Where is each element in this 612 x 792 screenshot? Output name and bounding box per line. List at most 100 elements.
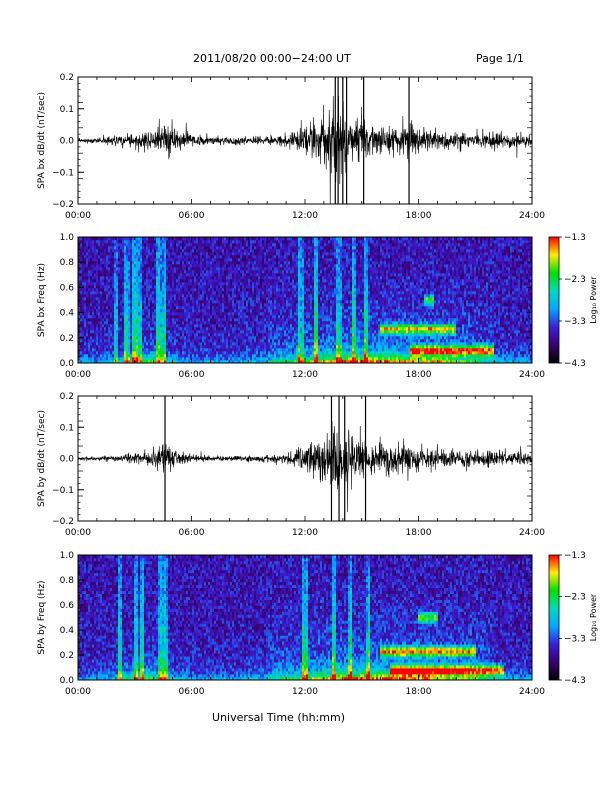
spectrogram-cell (124, 354, 127, 358)
spectrogram-cell (186, 336, 189, 340)
spectrogram-cell (84, 312, 87, 316)
spectrogram-cell (290, 285, 293, 289)
spectrogram-cell (84, 327, 87, 331)
spectrogram-cell (222, 240, 225, 244)
spectrogram-cell (96, 306, 99, 310)
spectrogram-cell (128, 357, 131, 361)
spectrogram-cell (78, 249, 81, 253)
spectrogram-cell (124, 285, 127, 289)
spectrogram-cell (190, 285, 193, 289)
spectrogram-cell (138, 327, 141, 331)
spectrogram-cell (270, 318, 273, 322)
spectrogram-cell (308, 336, 311, 340)
spectrogram-cell (226, 348, 229, 352)
spectrogram-cell (268, 300, 271, 304)
spectrogram-cell (164, 252, 167, 256)
spectrogram-cell (108, 309, 111, 313)
spectrogram-cell (160, 243, 163, 247)
spectrogram-cell (184, 240, 187, 244)
spectrogram-cell (272, 264, 275, 268)
spectrogram-cell (164, 333, 167, 337)
spectrogram-cell (84, 357, 87, 361)
spectrogram-cell (172, 351, 175, 355)
spectrogram-cell (294, 327, 297, 331)
spectrogram-cell (294, 282, 297, 286)
spectrogram-cell (190, 303, 193, 307)
spectrogram-cell (214, 246, 217, 250)
spectrogram-cell (236, 309, 239, 313)
spectrogram-cell (194, 357, 197, 361)
spectrogram-cell (86, 249, 89, 253)
spectrogram-cell (106, 312, 109, 316)
spectrogram-cell (132, 270, 135, 274)
y-tick-label: 0.1 (60, 105, 74, 115)
spectrogram-cell (126, 294, 129, 298)
spectrogram-cell (278, 354, 281, 358)
spectrogram-cell (222, 300, 225, 304)
spectrogram-cell (224, 357, 227, 361)
spectrogram-cell (166, 303, 169, 307)
spectrogram-cell (270, 324, 273, 328)
spectrogram-cell (188, 240, 191, 244)
spectrogram-cell (306, 246, 309, 250)
spectrogram-cell (196, 354, 199, 358)
spectrogram-cell (88, 306, 91, 310)
spectrogram-cell (256, 327, 259, 331)
spectrogram-cell (122, 249, 125, 253)
spectrogram-cell (236, 351, 239, 355)
spectrogram-cell (228, 264, 231, 268)
spectrogram-cell (298, 306, 301, 310)
spectrogram-cell (238, 330, 241, 334)
spectrogram-cell (182, 312, 185, 316)
spectrogram-cell (248, 258, 251, 262)
spectrogram-cell (236, 264, 239, 268)
spectrogram-cell (106, 297, 109, 301)
spectrogram-cell (278, 327, 281, 331)
spectrogram-cell (276, 270, 279, 274)
spectrogram-cell (308, 267, 311, 271)
spectrogram-cell (204, 282, 207, 286)
spectrogram-cell (238, 318, 241, 322)
spectrogram-cell (106, 246, 109, 250)
spectrogram-cell (300, 273, 303, 277)
spectrogram-cell (104, 270, 107, 274)
spectrogram-cell (148, 243, 151, 247)
spectrogram-cell (122, 336, 125, 340)
spectrogram-cell (174, 354, 177, 358)
spectrogram-cell (136, 327, 139, 331)
spectrogram-cell (264, 270, 267, 274)
spectrogram-cell (230, 270, 233, 274)
spectrogram-cell (116, 291, 119, 295)
spectrogram-cell (294, 291, 297, 295)
spectrogram-cell (220, 327, 223, 331)
spectrogram-cell (182, 357, 185, 361)
spectrogram-cell (104, 252, 107, 256)
spectrogram-cell (86, 324, 89, 328)
spectrogram-cell (222, 276, 225, 280)
spectrogram-cell (236, 345, 239, 349)
spectrogram-cell (192, 270, 195, 274)
spectrogram-cell (264, 321, 267, 325)
spectrogram-cell (142, 318, 145, 322)
spectrogram-cell (232, 336, 235, 340)
spectrogram-cell (240, 237, 243, 241)
spectrogram-cell (114, 342, 117, 346)
spectrogram-cell (98, 309, 101, 313)
spectrogram-cell (102, 264, 105, 268)
spectrogram-cell (144, 348, 147, 352)
spectrogram-cell (234, 282, 237, 286)
spectrogram-cell (270, 327, 273, 331)
spectrogram-cell (176, 285, 179, 289)
spectrogram-cell (280, 237, 283, 241)
spectrogram-cell (308, 264, 311, 268)
spectrogram-cell (200, 282, 203, 286)
spectrogram-cell (168, 276, 171, 280)
spectrogram-cell (182, 294, 185, 298)
spectrogram-cell (110, 333, 113, 337)
spectrogram-cell (188, 321, 191, 325)
spectrogram-cell (228, 342, 231, 346)
spectrogram-cell (78, 306, 81, 310)
spectrogram-cell (154, 339, 157, 343)
spectrogram-cell (182, 300, 185, 304)
spectrogram-cell (124, 249, 127, 253)
